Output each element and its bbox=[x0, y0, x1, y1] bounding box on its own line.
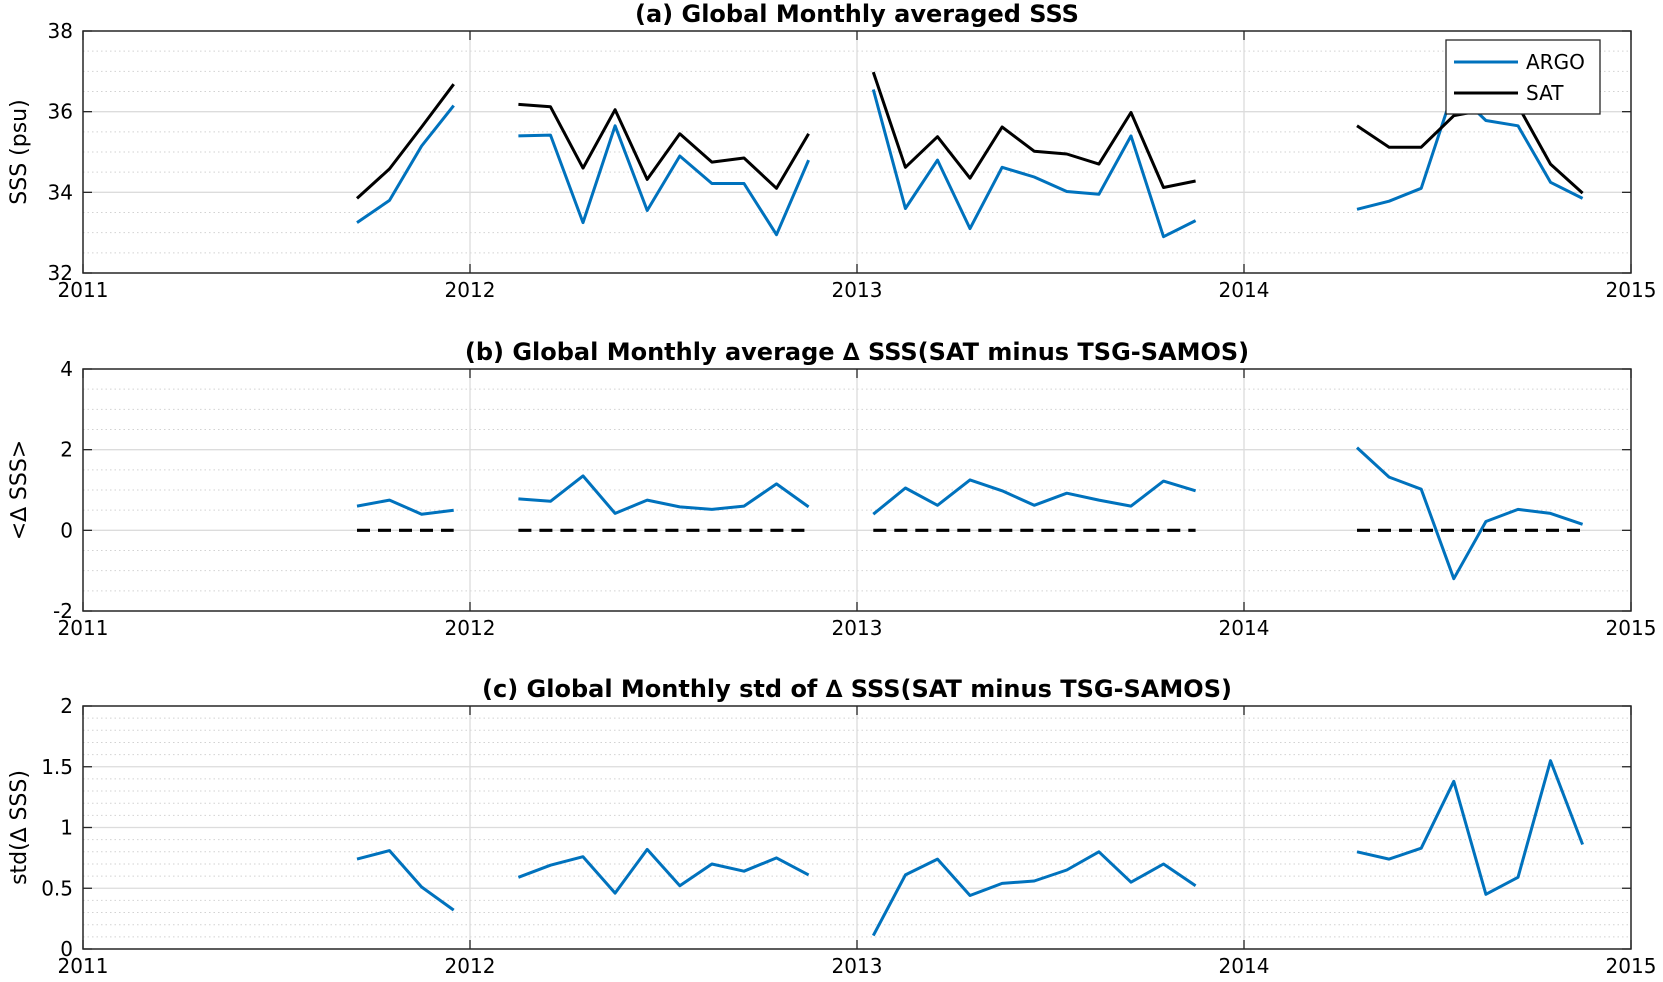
series-line-sat-a bbox=[871, 71, 1196, 189]
y-tick-label: 32 bbox=[48, 261, 73, 285]
x-tick-label: 2013 bbox=[832, 616, 883, 640]
x-tick-label: 2012 bbox=[445, 616, 496, 640]
series-line-sat-a bbox=[355, 83, 455, 200]
chart-title: (c) Global Monthly std of ∆ SSS(SAT minu… bbox=[482, 675, 1232, 703]
series-line-argo-a bbox=[518, 124, 810, 237]
chart-panel-c: 2011 2012 2013 2014 2015 0 0.5 1 1.5 2 (c) Global … bbox=[7, 675, 1656, 978]
y-tick-label: 34 bbox=[48, 180, 73, 204]
chart-panel-b: 2011 2012 2013 2014 2015 -2 0 2 4 (b) Global Mont… bbox=[7, 338, 1656, 640]
x-tick-label: 2014 bbox=[1219, 278, 1270, 302]
series-line-c-c bbox=[1356, 759, 1585, 896]
chart-title: (a) Global Monthly averaged SSS bbox=[635, 0, 1079, 28]
x-tick-label: 2014 bbox=[1219, 616, 1270, 640]
series-line-c-c bbox=[871, 850, 1197, 937]
series-line-b-b bbox=[872, 478, 1197, 516]
legend-label-argo: ARGO bbox=[1526, 50, 1585, 74]
y-axis-label: <∆ SSS> bbox=[7, 440, 32, 540]
x-tick-label: 2015 bbox=[1606, 278, 1657, 302]
series-line-sat-a bbox=[518, 102, 810, 190]
y-tick-label: -2 bbox=[53, 599, 73, 623]
y-tick-label: 2 bbox=[60, 438, 73, 462]
chart-panel-a: 2011 2012 2013 2014 2015 32 34 36 38 (a) Global M… bbox=[7, 0, 1656, 302]
series-line-b-b bbox=[518, 474, 810, 515]
y-tick-label: 0 bbox=[60, 518, 73, 542]
x-tick-label: 2012 bbox=[445, 278, 496, 302]
x-tick-label: 2011 bbox=[58, 954, 109, 978]
x-tick-label: 2015 bbox=[1606, 616, 1657, 640]
y-tick-label: 36 bbox=[48, 100, 73, 124]
y-axis-label: SSS (psu) bbox=[7, 99, 32, 204]
x-tick-label: 2011 bbox=[58, 616, 109, 640]
y-tick-label: 38 bbox=[48, 19, 73, 43]
y-tick-label: 0 bbox=[60, 937, 73, 961]
legend: ARGO SAT bbox=[1445, 39, 1601, 115]
y-tick-label: 1.5 bbox=[41, 755, 73, 779]
series-line-c-c bbox=[356, 849, 455, 912]
y-tick-label: 4 bbox=[60, 357, 73, 381]
series-line-argo-a bbox=[871, 89, 1197, 239]
y-tick-label: 1 bbox=[60, 816, 73, 840]
y-tick-label: 0.5 bbox=[41, 876, 73, 900]
x-tick-label: 2014 bbox=[1219, 954, 1270, 978]
x-tick-label: 2013 bbox=[832, 278, 883, 302]
x-tick-label: 2011 bbox=[58, 278, 109, 302]
series-line-argo-a bbox=[356, 104, 455, 224]
series-line-b-b bbox=[1355, 446, 1584, 581]
x-tick-label: 2013 bbox=[832, 954, 883, 978]
legend-label-sat: SAT bbox=[1526, 81, 1564, 105]
y-tick-label: 2 bbox=[60, 694, 73, 718]
series-line-c-c bbox=[517, 847, 810, 895]
x-tick-label: 2012 bbox=[445, 954, 496, 978]
y-axis-label: std(∆ SSS) bbox=[7, 770, 32, 885]
x-tick-label: 2015 bbox=[1606, 954, 1657, 978]
legend-box bbox=[1445, 39, 1601, 115]
chart-title: (b) Global Monthly average ∆ SSS(SAT min… bbox=[465, 338, 1249, 366]
series-line-b-b bbox=[356, 498, 454, 516]
